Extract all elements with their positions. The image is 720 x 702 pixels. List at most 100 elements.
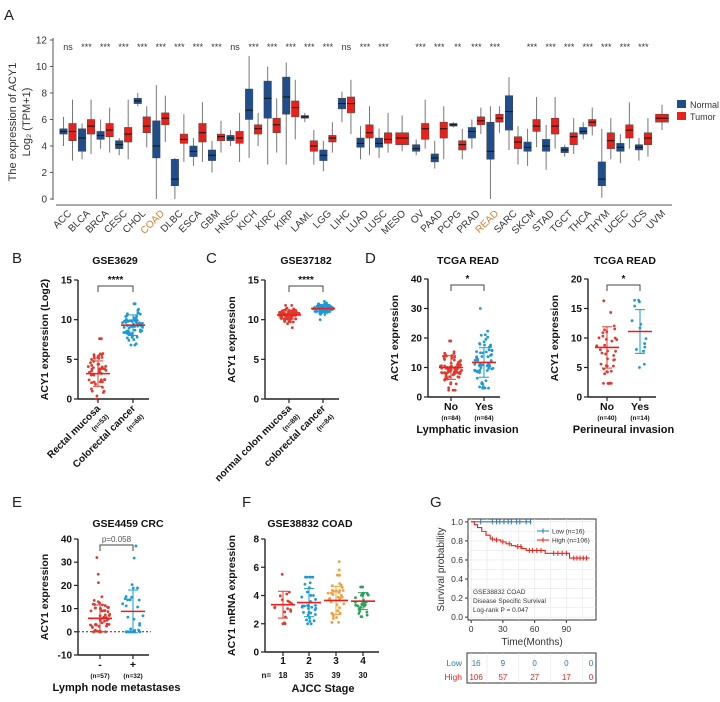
data-point	[601, 334, 605, 338]
data-point	[478, 342, 482, 346]
significance-label: p=0.058	[102, 535, 132, 544]
data-point	[127, 330, 131, 334]
data-point	[278, 594, 282, 598]
data-point	[456, 363, 459, 367]
y-tick-label: 2	[41, 168, 47, 179]
data-point	[286, 322, 289, 325]
y-axis-label: ACY1 expression	[226, 296, 238, 382]
group-n-label: 30	[359, 671, 368, 680]
significance-label: ***	[378, 42, 389, 52]
data-point	[306, 622, 310, 626]
data-point	[328, 597, 331, 601]
group-1: colorectal cancer(n=84)	[262, 300, 335, 469]
data-point	[105, 618, 109, 622]
data-point	[280, 572, 284, 576]
data-point	[129, 319, 133, 323]
box	[458, 140, 467, 151]
y-tick-label: 40	[61, 535, 73, 546]
data-point	[310, 605, 314, 609]
x-tick-label: 2	[306, 656, 312, 667]
y-tick-label: 20	[411, 334, 423, 345]
y-axis-label: The expression of ACY1	[7, 63, 19, 182]
group-0: No (n=40)	[595, 299, 619, 422]
box	[597, 161, 606, 186]
x-tick-label: UVM	[645, 208, 669, 232]
data-point	[105, 622, 109, 626]
data-point	[452, 372, 456, 376]
data-point	[97, 581, 100, 585]
data-point	[443, 377, 447, 381]
data-point	[442, 357, 446, 360]
risk-row-label-low: Low	[446, 658, 462, 668]
y-tick-label: 0.4	[451, 574, 463, 584]
data-point	[480, 355, 484, 358]
data-point	[453, 355, 457, 359]
data-point	[136, 309, 140, 312]
data-point	[613, 336, 617, 340]
y-tick-label: 0.2	[451, 593, 463, 603]
y-tick-label: 0.0	[451, 612, 463, 622]
y-tick-label: 6	[253, 563, 259, 574]
data-point	[331, 588, 334, 592]
box	[254, 124, 263, 135]
data-point	[124, 595, 128, 598]
data-point	[633, 304, 637, 308]
significance-label: ****	[108, 275, 124, 286]
data-point	[106, 610, 110, 614]
box	[505, 95, 513, 131]
data-point	[338, 573, 342, 577]
significance-label: *	[466, 274, 470, 285]
data-point	[312, 619, 316, 623]
data-point	[132, 302, 136, 306]
box-group-ov: ***OV	[409, 42, 430, 226]
x-tick-label: UCS	[627, 208, 650, 231]
data-point	[108, 612, 112, 616]
box	[643, 132, 652, 145]
group-0: - (n=57)	[88, 556, 112, 680]
data-point	[309, 622, 313, 626]
data-point	[490, 349, 494, 353]
data-point	[642, 362, 646, 366]
data-point	[133, 343, 137, 347]
data-point	[102, 389, 106, 393]
data-point	[96, 572, 100, 576]
data-point	[95, 394, 99, 398]
data-point	[93, 623, 97, 627]
data-point	[330, 620, 334, 624]
box	[395, 132, 409, 145]
data-point	[132, 338, 136, 341]
x-tick-label: +	[130, 659, 136, 671]
data-point	[482, 340, 486, 344]
data-point	[644, 337, 648, 341]
data-point	[483, 343, 486, 347]
box-group-dlbc: ***DLBC	[159, 42, 188, 235]
data-point	[485, 369, 489, 372]
box	[356, 137, 365, 148]
data-point	[489, 353, 492, 357]
annotation-text: Log-rank P = 0.047	[473, 607, 529, 614]
box	[412, 144, 421, 152]
group-1: + (n=32)	[121, 544, 145, 680]
data-point	[308, 619, 312, 623]
box-group-brca: ***BRCA	[84, 42, 114, 236]
box	[375, 137, 384, 148]
data-point	[443, 364, 447, 368]
group-n-label: (n=84)	[441, 415, 460, 422]
box	[467, 127, 476, 139]
y-axis-label: ACY1 expression (Log2)	[39, 279, 51, 400]
data-point	[452, 350, 456, 354]
data-point	[90, 387, 93, 391]
data-point	[121, 321, 124, 325]
data-point	[475, 376, 479, 380]
data-point	[612, 358, 616, 362]
y-tick-label: 10	[36, 62, 48, 73]
data-point	[98, 369, 101, 372]
x-tick-label: colorectal cancer	[262, 403, 328, 469]
y-axis-label: ACY1 mRNA expression	[226, 535, 238, 656]
chart-G-kaplan-meier: 0.00.20.40.60.81.00 30 60 90Time(Months)Sur…	[436, 517, 597, 684]
panel-label-B: B	[12, 250, 22, 267]
chart-A-boxplot: 0 2 4 6 8 10 12 The expression of ACY1 Log₂ (TPM…	[7, 36, 719, 237]
data-point	[304, 575, 307, 579]
data-point	[135, 335, 139, 339]
